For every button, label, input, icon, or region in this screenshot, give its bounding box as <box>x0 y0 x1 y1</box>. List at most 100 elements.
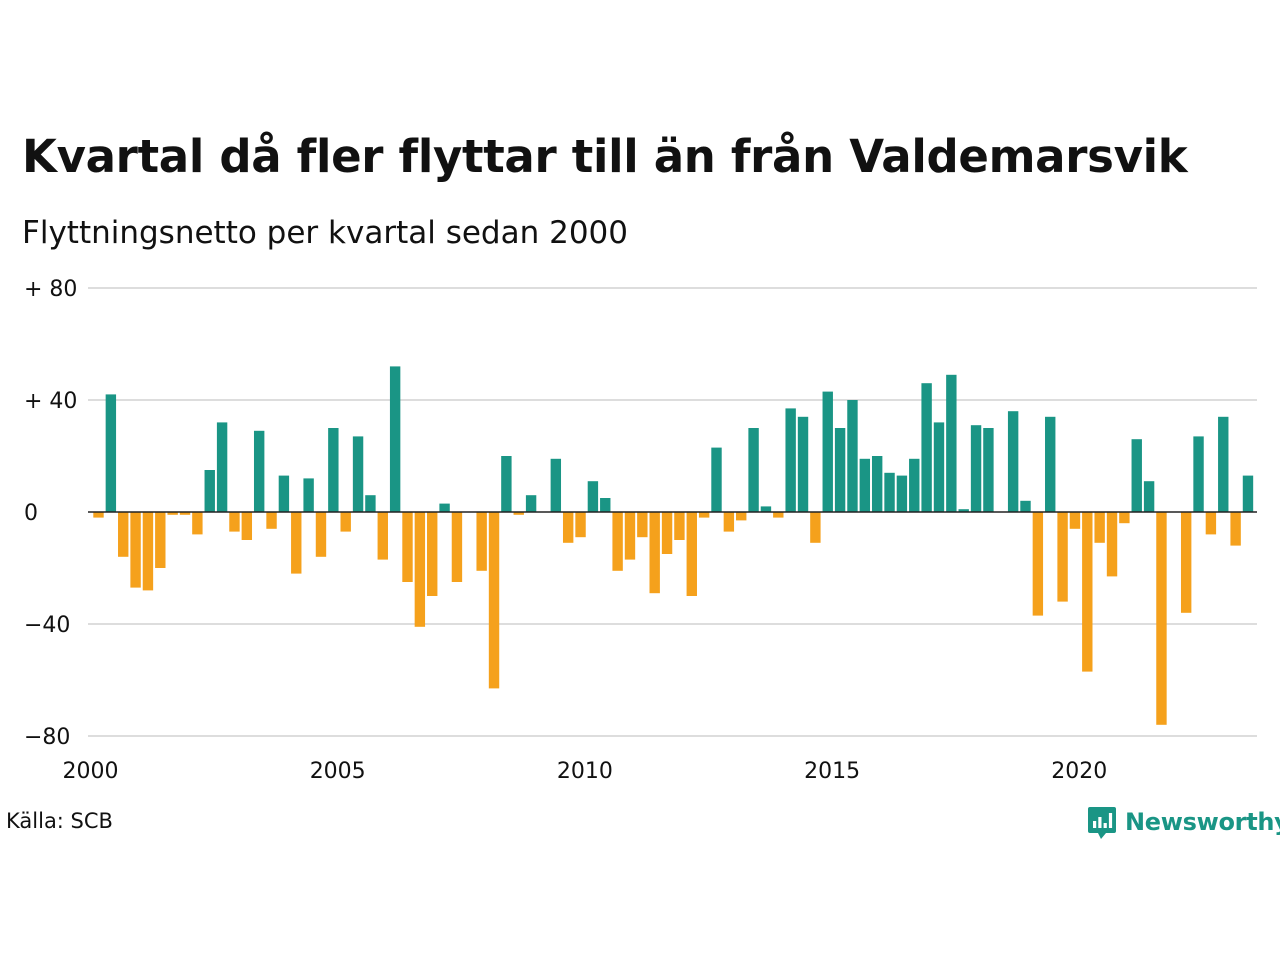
bar <box>278 475 290 512</box>
bar <box>970 425 982 512</box>
bar <box>1205 512 1217 535</box>
newsworthy-logo[interactable]: Newsworthy <box>1087 802 1280 842</box>
bar <box>427 512 438 596</box>
bar-chart: + 80 + 40 0 −40 −80 2000 2005 2010 2015 2020 <box>24 277 1257 784</box>
bar <box>118 512 129 557</box>
grid-lines <box>88 287 1257 737</box>
bar <box>661 512 673 554</box>
bar <box>1032 512 1044 616</box>
bar <box>822 391 833 512</box>
x-tick-label: 2015 <box>804 759 860 784</box>
bar <box>1218 416 1229 512</box>
bar <box>674 512 685 540</box>
bar <box>958 509 969 512</box>
bar <box>859 458 871 512</box>
bar <box>1045 416 1056 512</box>
bar <box>785 408 796 512</box>
bar <box>946 374 957 512</box>
bar <box>1069 512 1081 529</box>
bar <box>847 400 858 512</box>
source-label: Källa: SCB <box>6 809 113 833</box>
bar <box>1131 439 1142 512</box>
bar <box>241 512 253 540</box>
bar <box>711 447 722 512</box>
bar <box>488 512 500 689</box>
bar <box>748 428 759 512</box>
bar <box>600 498 611 512</box>
bar <box>352 436 364 512</box>
bar <box>1193 436 1204 512</box>
bar <box>810 512 821 543</box>
bar <box>93 512 104 518</box>
y-tick-label: + 80 <box>24 277 77 302</box>
bar <box>1094 512 1105 543</box>
bar <box>105 394 117 512</box>
bar <box>1119 512 1130 524</box>
bar <box>155 512 166 568</box>
bar <box>575 512 586 538</box>
bar <box>624 512 636 560</box>
y-tick-label: −40 <box>24 613 70 638</box>
bar <box>377 512 388 560</box>
bar <box>587 481 599 512</box>
newsworthy-logo-icon <box>1088 807 1116 839</box>
bar <box>365 495 376 512</box>
bar <box>909 458 920 512</box>
bar <box>204 470 215 512</box>
bar <box>439 503 450 512</box>
bar <box>291 512 302 574</box>
bar <box>1057 512 1068 602</box>
bar <box>525 495 537 512</box>
bar <box>834 428 846 512</box>
bar <box>1020 500 1031 512</box>
bar <box>340 512 351 532</box>
bar <box>389 366 401 512</box>
y-tick-label: 0 <box>24 501 38 526</box>
bar <box>513 512 524 515</box>
bar <box>921 383 932 512</box>
bar <box>315 512 327 557</box>
bar <box>933 422 945 512</box>
bar <box>130 512 141 588</box>
bar <box>167 512 178 515</box>
bar <box>1156 512 1167 725</box>
bars <box>93 366 1254 725</box>
x-tick-label: 2020 <box>1051 759 1107 784</box>
x-tick-label: 2010 <box>557 759 613 784</box>
bar <box>884 472 895 512</box>
bar <box>637 512 648 538</box>
bar <box>686 512 697 596</box>
y-tick-label: + 40 <box>24 389 77 414</box>
bar <box>229 512 240 532</box>
bar <box>550 458 562 512</box>
bar <box>451 512 463 582</box>
bar <box>1180 512 1192 613</box>
bar <box>1230 512 1241 546</box>
bar <box>216 422 228 512</box>
bar <box>192 512 203 535</box>
bar <box>328 428 339 512</box>
x-tick-label: 2005 <box>310 759 366 784</box>
bar <box>871 456 883 512</box>
x-tick-label: 2000 <box>63 759 119 784</box>
y-tick-label: −80 <box>24 725 70 750</box>
y-axis-labels: + 80 + 40 0 −40 −80 <box>24 277 77 750</box>
x-axis-labels: 2000 2005 2010 2015 2020 <box>63 759 1108 784</box>
bar <box>649 512 660 594</box>
bar <box>1143 481 1155 512</box>
bar <box>179 512 191 515</box>
bar <box>253 430 265 512</box>
bar <box>760 506 772 512</box>
chart-title: Kvartal då fler flyttar till än från Val… <box>22 130 1188 183</box>
chart-subtitle: Flyttningsnetto per kvartal sedan 2000 <box>22 215 628 251</box>
bar <box>402 512 413 582</box>
bar <box>1242 475 1254 512</box>
bar <box>896 475 908 512</box>
bar <box>698 512 710 518</box>
bar <box>476 512 487 571</box>
bar <box>562 512 574 543</box>
bar <box>501 456 512 512</box>
bar <box>723 512 735 532</box>
bar <box>797 416 809 512</box>
bar <box>142 512 154 591</box>
